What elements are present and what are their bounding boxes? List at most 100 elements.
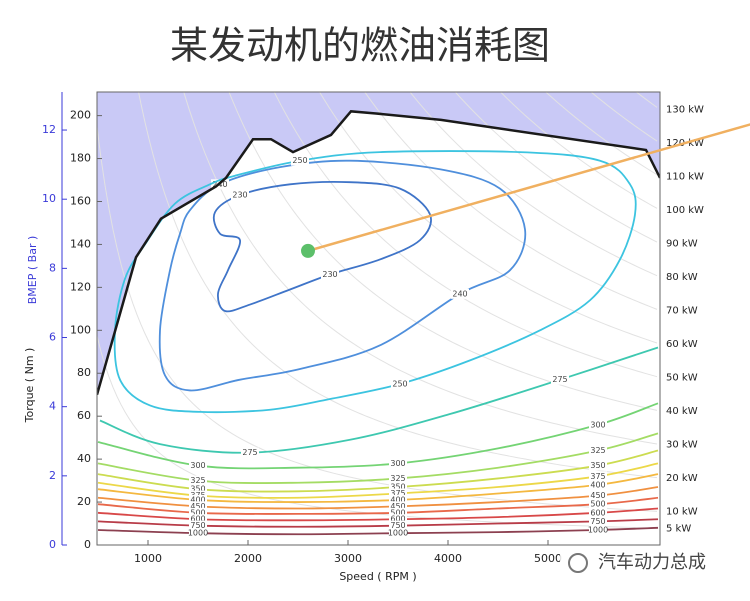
contour-label: 1000 (188, 529, 208, 538)
contour-label: 230 (322, 270, 337, 279)
power-label: 130 kW (666, 105, 704, 116)
contour-label: 600 (390, 515, 405, 524)
contour-label-bg (451, 288, 469, 299)
contour-label: 350 (390, 483, 405, 492)
x-axis-label: Speed ( RPM ) (339, 570, 416, 583)
contour-line (97, 449, 659, 493)
y2-tick-label: 10 (42, 192, 56, 205)
contour-label-bg (189, 460, 207, 471)
power-line (545, 92, 658, 176)
contour-label: 400 (190, 495, 205, 504)
y2-tick-label: 12 (42, 123, 56, 136)
watermark: 汽车动力总成 (598, 552, 706, 573)
contour-label: 500 (590, 500, 605, 509)
over-limit-region (97, 92, 660, 395)
contour-label-bg (189, 514, 207, 525)
y2-tick-label: 0 (49, 538, 56, 551)
contour-line (97, 402, 659, 470)
contour-label: 1000 (388, 529, 408, 538)
power-line (454, 92, 658, 243)
contour-label-bg (589, 419, 607, 430)
contour-label-bg (589, 460, 607, 471)
power-label: 50 kW (666, 373, 698, 384)
power-line (228, 92, 658, 411)
contour-label-bg (589, 516, 607, 527)
contour-label: 350 (190, 485, 205, 494)
contour-label-bg (189, 484, 207, 495)
y2-tick-label: 4 (49, 400, 56, 413)
contour-label: 325 (190, 476, 205, 485)
power-label: 80 kW (666, 272, 698, 283)
contour-label-bg (189, 507, 207, 518)
y-tick-label: 20 (77, 495, 91, 508)
contour-label-bg (391, 378, 409, 389)
power-line (138, 92, 658, 479)
y-tick-label: 40 (77, 452, 91, 465)
full-load-line (97, 110, 660, 396)
contour-label-bg (241, 447, 259, 458)
y-tick-label: 100 (70, 323, 91, 336)
y-tick-label: 60 (77, 409, 91, 422)
contour-label-bg (589, 490, 607, 501)
y-tick-label: 140 (70, 237, 91, 250)
power-label: 70 kW (666, 306, 698, 317)
contour-label: 500 (190, 508, 205, 517)
x-tick-label: 5000 (534, 552, 562, 565)
contour-label-bg (189, 475, 207, 486)
contour-label: 275 (242, 448, 257, 457)
contour-label: 500 (390, 508, 405, 517)
y2-tick-label: 8 (49, 261, 56, 274)
y2-axis-label: BMEP ( Bar ) (26, 236, 39, 305)
power-label: 30 kW (666, 440, 698, 451)
contour-label-bg (389, 528, 407, 539)
power-label: 20 kW (666, 473, 698, 484)
contour-label-bg (389, 514, 407, 525)
power-line (364, 92, 658, 310)
contour-label: 600 (590, 508, 605, 517)
power-label: 5 kW (666, 523, 691, 534)
chart-title: 某发动机的燃油消耗图 (170, 24, 550, 68)
contour-line (158, 159, 527, 392)
contour-label-bg (389, 494, 407, 505)
contour-label-bg (231, 190, 249, 201)
contour-label: 750 (390, 521, 405, 530)
contour-label: 375 (390, 489, 405, 498)
contour-label-bg (389, 501, 407, 512)
contour-label: 230 (232, 191, 247, 200)
contour-label: 450 (190, 502, 205, 511)
contour-label: 300 (390, 459, 405, 468)
contour-label: 325 (390, 474, 405, 483)
y-tick-label: 120 (70, 280, 91, 293)
contour-label-bg (389, 473, 407, 484)
contour-label-bg (189, 520, 207, 531)
watermark-icon (568, 553, 588, 573)
contour-label: 450 (590, 491, 605, 500)
contour-label: 450 (390, 502, 405, 511)
contour-label-bg (589, 471, 607, 482)
contour-line (113, 150, 637, 414)
x-tick-label: 2000 (234, 552, 262, 565)
contour-label-bg (389, 488, 407, 499)
watermark-bg (560, 548, 732, 578)
contour-label: 250 (392, 379, 407, 388)
contour-label: 240 (452, 289, 467, 298)
contour-label: 400 (390, 495, 405, 504)
x-tick-label: 1000 (134, 552, 162, 565)
power-label: 10 kW (666, 507, 698, 518)
contour-label: 375 (590, 472, 605, 481)
contour-line (97, 432, 659, 484)
overlay: 5 kW 10 kW 20 kW 30 kW 40 kW 50 kW 60 kW 70 kW 8… (42, 91, 750, 578)
y-tick-label: 200 (70, 109, 91, 122)
power-line (318, 92, 658, 344)
pointer-line (307, 123, 750, 253)
contour-label: 750 (190, 521, 205, 530)
power-line (499, 92, 658, 209)
contour-label: 275 (552, 375, 567, 384)
power-label: 60 kW (666, 339, 698, 350)
contour-label: 600 (190, 515, 205, 524)
contour-line (97, 526, 659, 536)
power-line (409, 92, 658, 277)
contour-label: 400 (590, 480, 605, 489)
